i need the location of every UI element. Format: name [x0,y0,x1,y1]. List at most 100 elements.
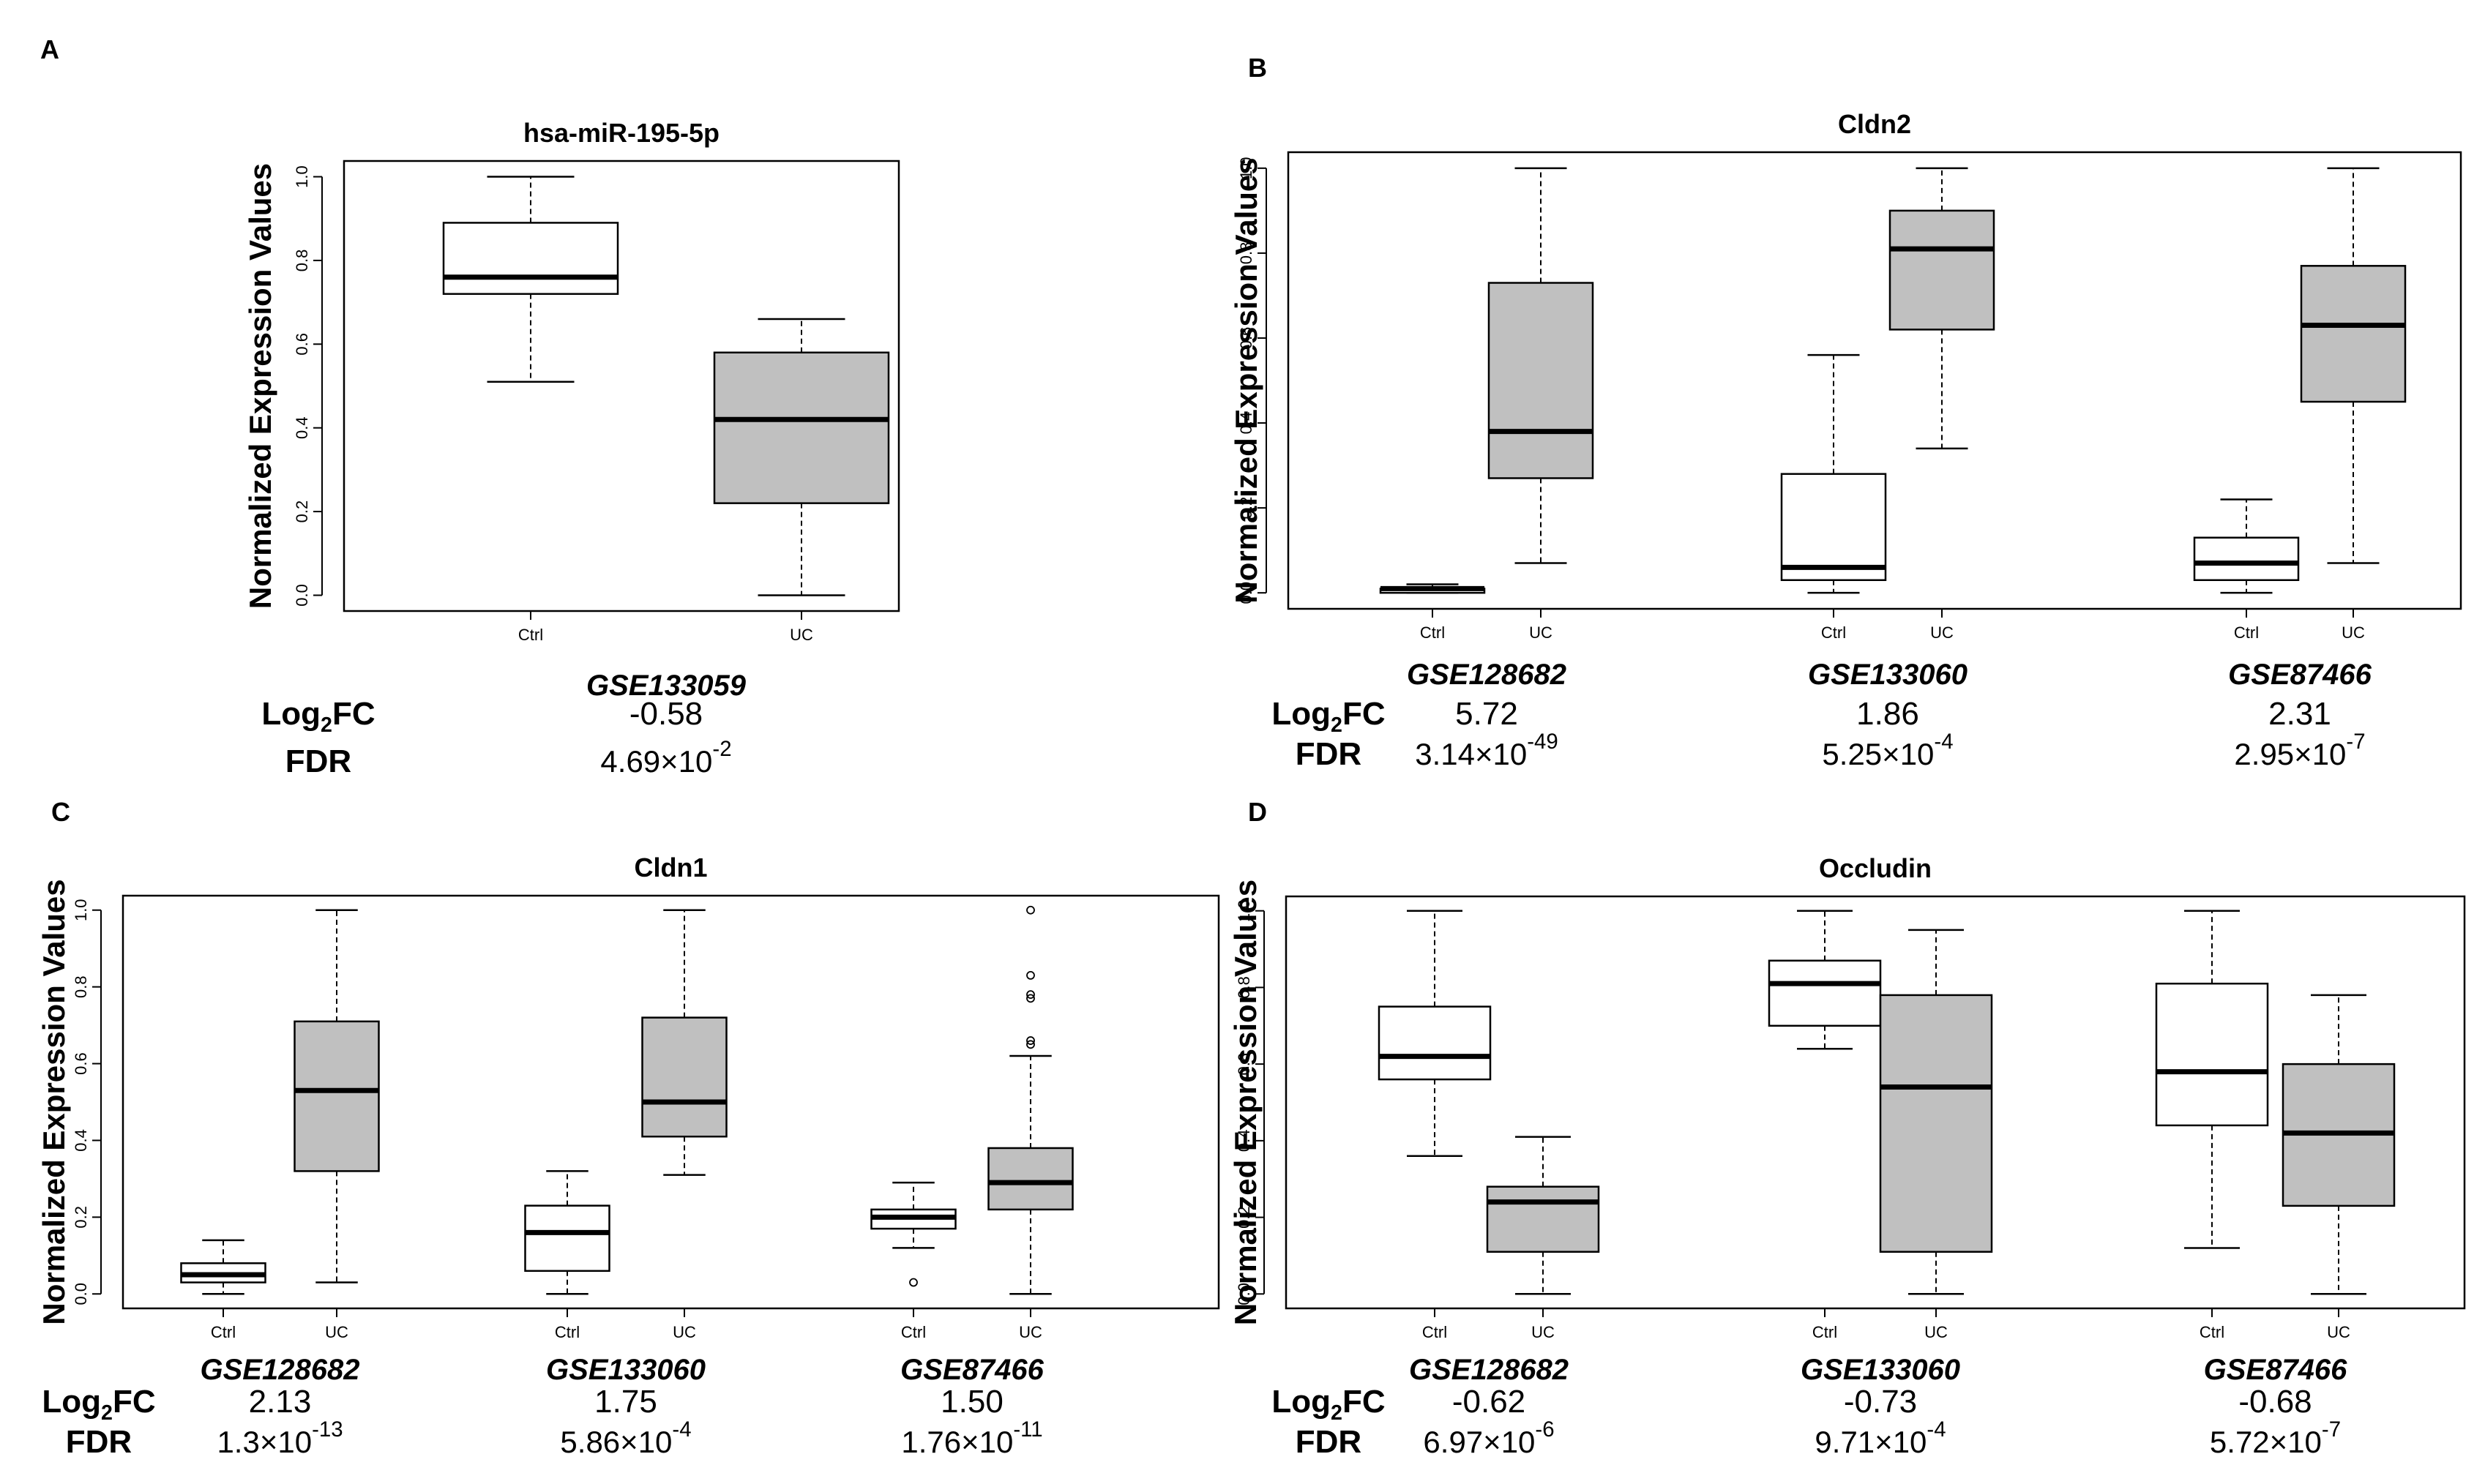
iqr-box [1378,1005,1492,1081]
x-tick-label: Ctrl [1821,623,1846,642]
dataset-name: GSE133060 [1801,1354,1960,1386]
iqr-box [1486,1185,1600,1253]
log2fc-value: -0.68 [2238,1384,2312,1420]
box-uc: UC [1879,929,1993,1341]
box-ctrl: Ctrl [180,1239,266,1341]
iqr-box [1768,959,1882,1027]
fdr-value: 3.14×10-49 [1415,730,1558,771]
fdr-value: 5.25×10-4 [1822,730,1953,771]
iqr-box [524,1204,610,1273]
y-axis-label: Normalized Expression Values [37,879,71,1324]
fdr-value: 4.69×10-2 [600,737,731,779]
box-ctrl: Ctrl [1768,910,1882,1341]
iqr-box [1879,994,1993,1253]
panel-label: B [1248,53,1267,83]
log2fc-value: -0.62 [1452,1384,1525,1420]
dataset-name: GSE128682 [1407,659,1566,691]
y-tick-label: 0.2 [1237,497,1255,520]
chart-title: hsa-miR-195-5p [523,118,720,148]
box-ctrl: Ctrl [442,176,619,644]
x-tick-label: Ctrl [2200,1323,2224,1341]
chart-title: Occludin [1819,853,1932,883]
box-uc: UC [294,909,380,1341]
panel-label: C [51,797,70,827]
dataset-name: GSE133060 [1808,659,1968,691]
dataset-name: GSE128682 [201,1354,360,1386]
y-tick-label: 0.0 [293,584,311,607]
iqr-box [641,1016,728,1138]
dataset-name: GSE87466 [2228,659,2372,691]
fdr-value: 6.97×10-6 [1423,1417,1554,1459]
plot-frame [343,160,900,612]
y-tick-label: 0.8 [1237,242,1255,265]
y-tick-label: 0.8 [1235,976,1253,999]
panel-label: D [1248,797,1267,827]
x-tick-label: UC [790,626,813,644]
y-tick-label: 0.6 [1235,1053,1253,1076]
x-tick-label: UC [673,1323,696,1341]
iqr-box [2300,265,2407,403]
fdr-row-label: FDR [1296,736,1361,772]
x-tick-label: UC [1531,1323,1555,1341]
y-axis-label: Normalized Expression Values [1229,157,1263,603]
fdr-value: 1.76×10-11 [901,1417,1042,1459]
log2fc-value: 5.72 [1455,696,1518,732]
plot-frame [1287,151,2462,610]
outlier-point [1026,990,1035,1000]
log2fc-value: 2.31 [2268,696,2331,732]
iqr-box [442,222,619,295]
fdr-value: 5.72×10-7 [2210,1417,2341,1459]
y-tick-label: 0.4 [293,416,311,439]
log2fc-value: 1.50 [941,1384,1004,1420]
box-ctrl: Ctrl [2155,910,2269,1341]
box-uc: UC [987,905,1074,1341]
y-axis-label: Normalized Expression Values [243,163,277,609]
iqr-box [2155,982,2269,1127]
dataset-name: GSE133060 [546,1354,706,1386]
fdr-value: 5.86×10-4 [560,1417,691,1459]
y-tick-label: 0.8 [293,250,311,272]
fdr-row-label: FDR [285,743,351,779]
box-uc: UC [2300,167,2407,642]
log2fc-value: 1.75 [594,1384,657,1420]
outlier-point [1026,994,1035,1003]
box-ctrl: Ctrl [2193,498,2300,642]
box-uc: UC [1486,1136,1600,1341]
y-tick-label: 1.0 [1235,899,1253,922]
y-tick-label: 0.6 [1237,327,1255,350]
panel-label: A [40,34,59,64]
box-ctrl: Ctrl [1379,583,1486,642]
fdr-value: 1.3×10-13 [217,1417,343,1459]
box-uc: UC [713,318,890,644]
log2fc-value: -0.58 [629,696,703,732]
x-tick-label: UC [1019,1323,1042,1341]
iqr-box [713,351,890,504]
outlier-point [1026,1036,1035,1045]
y-tick-label: 0.6 [293,333,311,356]
x-tick-label: UC [325,1323,348,1341]
dataset-name: GSE87466 [900,1354,1044,1386]
iqr-box [1487,282,1594,479]
box-ctrl: Ctrl [1378,910,1492,1341]
outlier-point [1026,1040,1035,1049]
y-axis-label: Normalized Expression Values [1228,880,1263,1325]
y-tick-label: 1.0 [1237,157,1255,180]
x-tick-label: UC [2327,1323,2350,1341]
log2fc-row-label: Log2FC [42,1384,155,1425]
outlier-point [909,1278,918,1287]
box-ctrl: Ctrl [524,1170,610,1341]
x-tick-label: Ctrl [1420,623,1445,642]
x-tick-label: Ctrl [211,1323,236,1341]
outlier-point [1026,971,1035,980]
x-tick-label: UC [1924,1323,1948,1341]
fdr-row-label: FDR [1296,1424,1361,1460]
box-uc: UC [1487,167,1594,642]
iqr-box [1780,473,1887,582]
x-tick-label: Ctrl [901,1323,926,1341]
plot-frame [122,894,1220,1310]
y-tick-label: 0.2 [72,1206,90,1229]
plot-frame [1285,895,2466,1310]
fdr-row-label: FDR [66,1424,132,1460]
